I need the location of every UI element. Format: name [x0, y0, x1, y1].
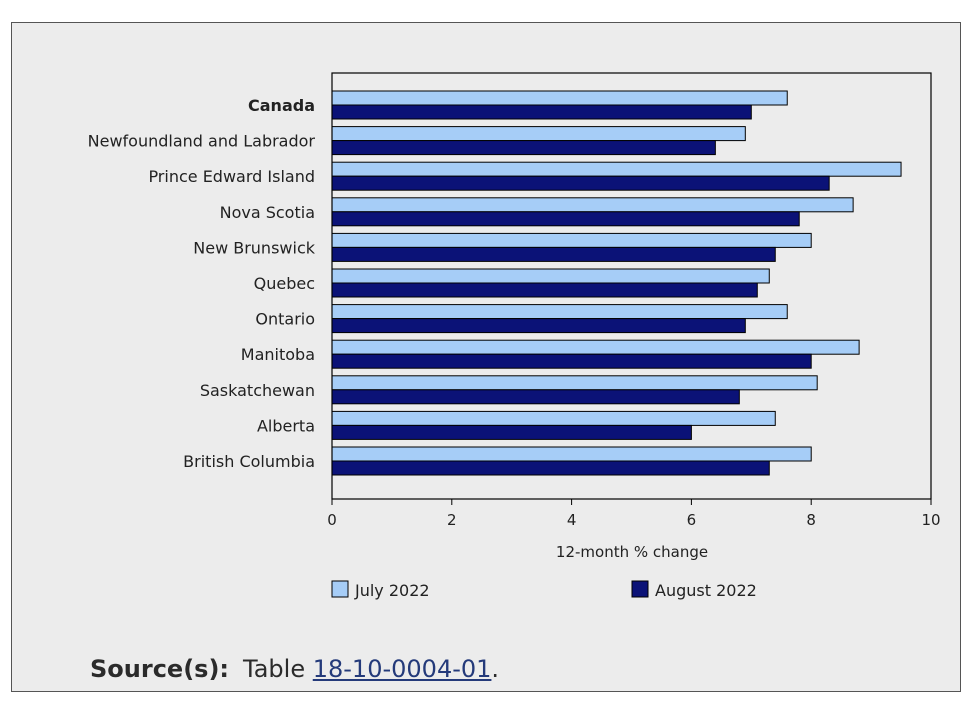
x-tick-label: 6	[687, 511, 697, 529]
bar-july-2022-new-brunswick	[331, 232, 812, 248]
bar-july-2022-canada	[331, 90, 788, 106]
legend-label-august-2022: August 2022	[655, 581, 757, 600]
legend: July 2022 August 2022	[331, 580, 757, 600]
source-note: Source(s): Table 18-10-0004-01.	[90, 655, 499, 683]
bar-august-2022-quebec	[331, 282, 758, 298]
chart-panel: Canada Newfoundland and Labrador Prince Ed…	[11, 22, 961, 692]
category-label-new-brunswick: New Brunswick	[193, 238, 315, 257]
bar-august-2022-manitoba	[331, 353, 812, 369]
chart: Canada Newfoundland and Labrador Prince Ed…	[88, 72, 941, 600]
x-tick-label: 0	[327, 511, 337, 529]
bar-august-2022-ontario	[331, 318, 746, 334]
bar-august-2022-newfoundland-and-labrador	[331, 140, 716, 156]
x-axis-title: 12-month % change	[556, 543, 708, 561]
category-label-saskatchewan: Saskatchewan	[200, 381, 315, 400]
bar-july-2022-quebec	[331, 268, 770, 284]
bar-august-2022-alberta	[331, 424, 692, 440]
x-tick-label: 8	[806, 511, 816, 529]
category-label-prince-edward-island: Prince Edward Island	[148, 167, 315, 186]
plot-area	[331, 72, 932, 500]
bar-july-2022-manitoba	[331, 339, 860, 355]
x-tick-label: 2	[447, 511, 457, 529]
bar-august-2022-nova-scotia	[331, 211, 800, 227]
bar-july-2022-saskatchewan	[331, 375, 818, 391]
source-suffix: .	[491, 655, 500, 683]
category-label-manitoba: Manitoba	[241, 345, 315, 364]
category-label-newfoundland-and-labrador: Newfoundland and Labrador	[88, 132, 316, 151]
x-tick-label: 10	[921, 511, 940, 529]
labels-layer: Canada Newfoundland and Labrador Prince Ed…	[88, 96, 316, 471]
category-label-alberta: Alberta	[257, 416, 315, 435]
x-axis-ticks: 0 2 4 6 8 10	[327, 499, 941, 529]
category-label-ontario: Ontario	[255, 310, 315, 329]
category-label-quebec: Quebec	[254, 274, 315, 293]
category-label-nova-scotia: Nova Scotia	[220, 203, 315, 222]
bar-august-2022-new-brunswick	[331, 246, 776, 262]
legend-swatch-august-2022	[631, 580, 649, 598]
source-table-link[interactable]: 18-10-0004-01	[312, 655, 492, 683]
bar-july-2022-alberta	[331, 410, 776, 426]
legend-swatch-july-2022	[331, 580, 349, 598]
bar-july-2022-newfoundland-and-labrador	[331, 126, 746, 142]
x-tick-label: 4	[567, 511, 577, 529]
source-label: Source(s):	[90, 655, 230, 683]
category-label-british-columbia: British Columbia	[183, 452, 315, 471]
bar-july-2022-ontario	[331, 304, 788, 320]
bar-august-2022-prince-edward-island	[331, 175, 830, 191]
bar-august-2022-canada	[331, 104, 752, 120]
legend-label-july-2022: July 2022	[354, 581, 430, 600]
source-prefix: Table	[243, 655, 306, 683]
bar-august-2022-british-columbia	[331, 460, 770, 476]
bar-july-2022-prince-edward-island	[331, 161, 902, 177]
bar-august-2022-saskatchewan	[331, 389, 740, 405]
bar-july-2022-nova-scotia	[331, 197, 854, 213]
category-label-canada: Canada	[248, 96, 315, 115]
bar-july-2022-british-columbia	[331, 446, 812, 462]
bars-layer	[331, 90, 902, 476]
